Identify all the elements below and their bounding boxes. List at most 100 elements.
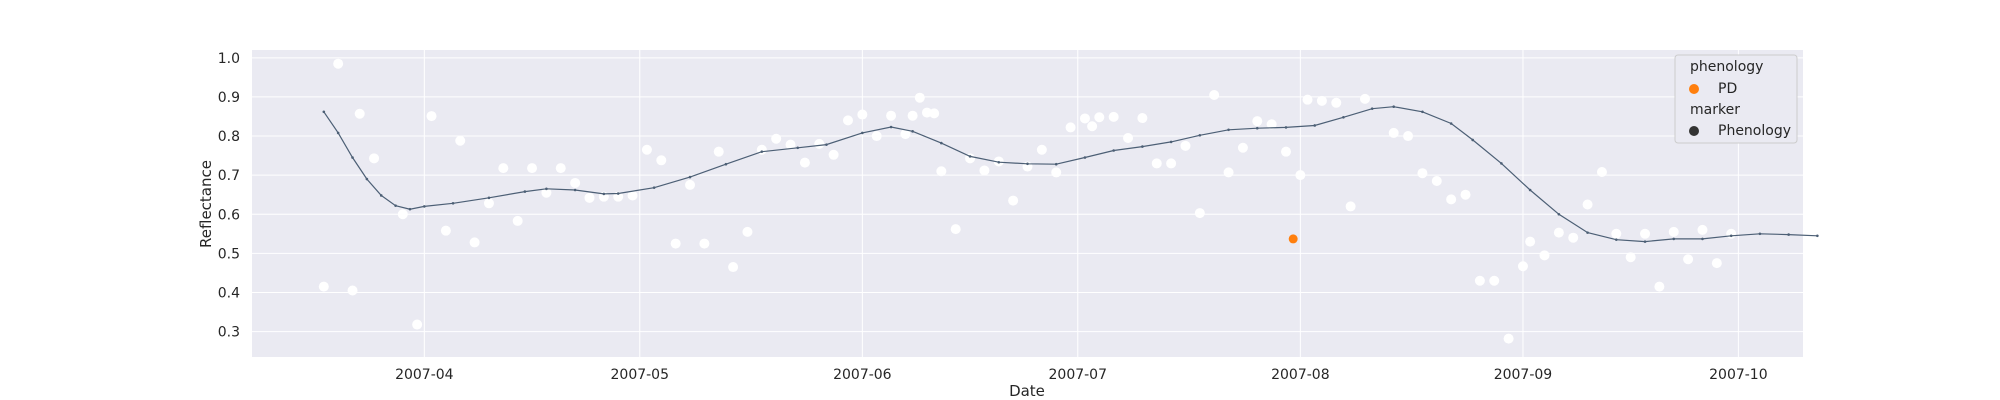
observation-point [1640, 228, 1651, 239]
observation-point [1431, 176, 1442, 187]
observation-points [318, 58, 1737, 344]
fit-line-point [1112, 149, 1115, 152]
observation-point [936, 166, 947, 177]
observation-point [742, 226, 753, 237]
fit-line-point [523, 190, 527, 193]
observation-point [1252, 116, 1263, 127]
fit-line-point [573, 188, 577, 192]
x-tick-label: 2007-08 [1271, 367, 1330, 383]
observation-point [1331, 97, 1342, 108]
fit-line-point [1284, 126, 1288, 129]
observation-point [1625, 252, 1636, 263]
fit-line-point [688, 175, 692, 179]
y-axis-ticks: 0.3 0.4 0.5 0.6 0.7 0.8 0.9 1.0 [218, 51, 240, 341]
x-tick-label: 2007-04 [395, 367, 454, 383]
fit-line-point [968, 155, 972, 158]
observation-point [950, 224, 961, 235]
fit-line-point [825, 143, 828, 146]
observation-point [1582, 199, 1593, 210]
observation-point [1553, 227, 1564, 238]
fit-line-point [408, 207, 412, 211]
observation-point [1281, 146, 1291, 157]
fit-line-point [1198, 133, 1202, 137]
observation-point [354, 108, 365, 119]
observation-point [1697, 224, 1708, 235]
observation-point [728, 262, 739, 273]
observation-point [907, 110, 918, 121]
observation-point [512, 215, 523, 226]
observation-point [1209, 89, 1220, 100]
fit-line-point [379, 194, 383, 197]
fit-line-point [796, 146, 800, 150]
observation-point [1223, 167, 1234, 178]
observation-point [713, 146, 724, 157]
observation-point [1108, 111, 1119, 122]
observation-point [1388, 127, 1399, 138]
fit-line-point [1054, 162, 1058, 166]
observation-point [1151, 158, 1162, 169]
observation-point [541, 187, 552, 198]
observation-point [1295, 170, 1306, 181]
observation-point [1008, 195, 1019, 206]
fit-line-point [1500, 162, 1503, 165]
fit-line-point [1758, 232, 1762, 236]
fit-line-point [365, 177, 369, 181]
legend-label-pd: PD [1718, 81, 1737, 97]
x-tick-label: 2007-05 [611, 367, 670, 383]
y-tick-label: 1.0 [218, 51, 240, 67]
observation-point [1194, 208, 1205, 219]
fit-line-point [1313, 124, 1317, 127]
fit-line-point [336, 131, 340, 135]
observation-point [886, 110, 897, 121]
observation-point [498, 163, 509, 174]
observation-point [699, 238, 710, 249]
y-axis-title: Reflectance [197, 160, 215, 248]
observation-point [1726, 228, 1737, 239]
legend-marker-phenology [1689, 126, 1699, 136]
fit-line-point [602, 192, 606, 196]
fit-line-markers [322, 105, 1819, 243]
fit-line-point [1672, 237, 1676, 241]
observation-point [1654, 281, 1665, 292]
fit-line-point [1169, 140, 1173, 144]
fit-line-point [451, 202, 455, 205]
observation-point [627, 190, 638, 201]
observation-point [842, 115, 853, 126]
observation-point [1611, 228, 1622, 239]
observation-point [828, 149, 839, 160]
observation-point [979, 165, 990, 176]
fit-line [323, 106, 1818, 243]
observation-point [412, 319, 423, 330]
observation-point [555, 163, 566, 174]
fit-line-point [545, 187, 548, 191]
fit-line-point [760, 150, 764, 153]
observation-point [440, 225, 451, 236]
fit-line-point [1141, 145, 1144, 148]
fit-line-point [1701, 237, 1704, 241]
observation-point [397, 209, 408, 220]
observation-point [1079, 113, 1090, 124]
fit-line-point [1026, 162, 1029, 166]
fit-line-point [861, 131, 864, 135]
y-tick-label: 0.4 [218, 285, 240, 301]
observation-point [1094, 112, 1105, 123]
observation-point [1446, 194, 1457, 205]
fit-line-point [1729, 234, 1733, 238]
observation-point [670, 238, 681, 249]
fit-line-point [487, 196, 491, 200]
observation-point [1359, 93, 1370, 104]
fit-line-point [423, 205, 426, 208]
observation-point [584, 192, 595, 203]
observation-point [347, 285, 358, 296]
observation-point [641, 144, 652, 155]
fit-line-point [889, 125, 893, 129]
observation-point [1596, 167, 1607, 178]
observation-point [1180, 140, 1191, 151]
observation-point [929, 108, 940, 119]
observation-point [426, 111, 437, 122]
fit-line-point [652, 186, 656, 189]
observation-point [1316, 95, 1327, 106]
observation-point [1683, 254, 1694, 265]
legend-title-marker: marker [1690, 102, 1740, 118]
